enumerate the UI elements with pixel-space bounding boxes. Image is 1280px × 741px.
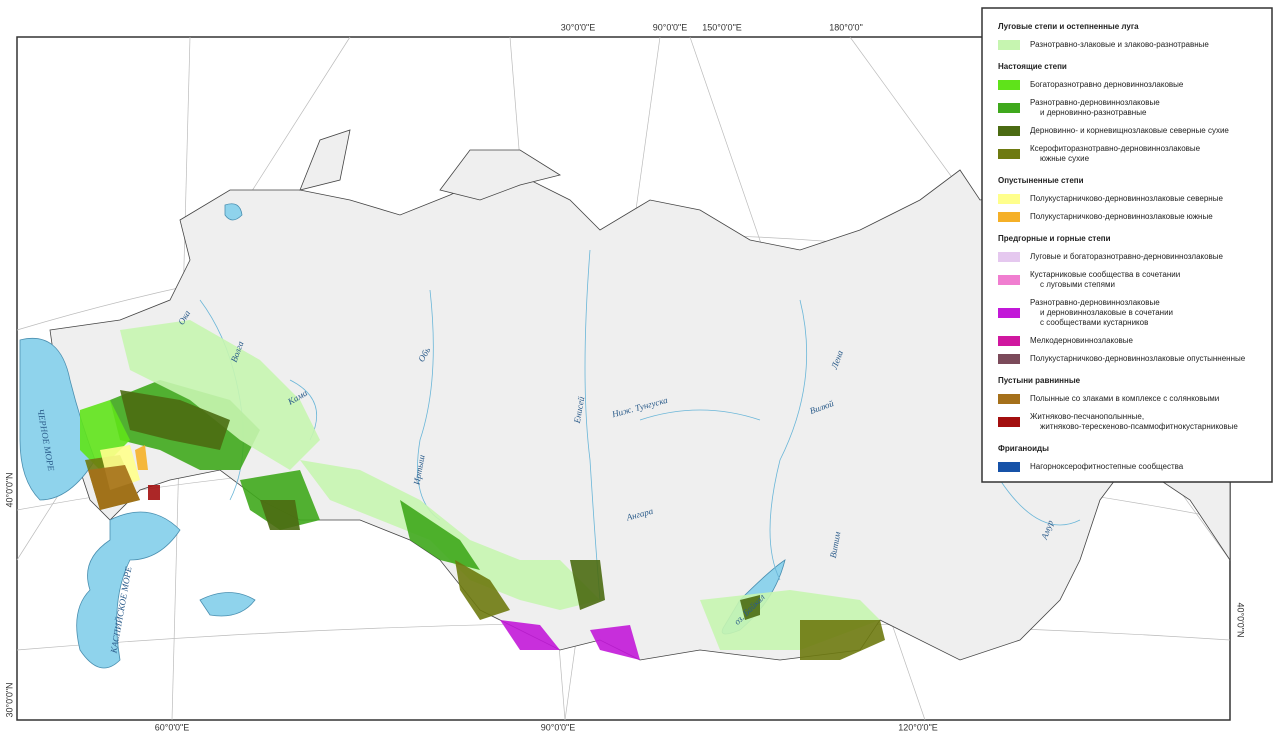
legend-swatch	[998, 194, 1020, 204]
legend-group-title: Опустыненные степи	[998, 176, 1084, 185]
legend-label: Полукустарничково-дерновиннозлаковые сев…	[1030, 194, 1223, 203]
steppe-area	[148, 485, 160, 500]
steppe-area	[120, 320, 320, 470]
legend-label: Разнотравно-дерновиннозлаковые	[1030, 298, 1160, 307]
legend-label: Луговые и богаторазнотравно-дерновиннозл…	[1030, 252, 1224, 261]
steppe-area	[400, 500, 480, 570]
legend-swatch	[998, 354, 1020, 364]
legend-label: Разнотравно-дерновиннозлаковые	[1030, 98, 1160, 107]
legend-group-title: Пустыни равнинные	[998, 376, 1081, 385]
graticule-label: 90°0'0"E	[653, 22, 688, 32]
land	[299, 129, 351, 191]
place-label: Енисей	[572, 395, 587, 425]
legend-swatch	[998, 336, 1020, 346]
legend-label: Житняково-песчанополынные,	[1030, 412, 1144, 421]
steppe-area	[740, 595, 760, 620]
legend-label: Полынные со злаками в комплексе с солянк…	[1030, 394, 1219, 403]
legend-label: Разнотравно-злаковые и злаково-разнотрав…	[1030, 40, 1209, 49]
legend-label: Мелкодерновиннозлаковые	[1030, 336, 1134, 345]
steppe-areas	[80, 320, 885, 660]
legend-label: южные сухие	[1040, 154, 1090, 163]
steppe-area	[260, 500, 300, 530]
legend-swatch	[998, 462, 1020, 472]
legend-label: Кустарниковые сообщества в сочетании	[1030, 270, 1180, 279]
legend-group-title: Настоящие степи	[998, 62, 1067, 71]
legend-swatch	[998, 126, 1020, 136]
legend-label: Полукустарничково-дерновиннозлаковые южн…	[1030, 212, 1213, 221]
graticule-label: 150°0'0"E	[702, 22, 742, 32]
legend-swatch	[998, 417, 1020, 427]
land	[439, 149, 562, 201]
legend-swatch	[998, 103, 1020, 113]
legend-swatch	[998, 212, 1020, 222]
legend-label: и дерновиннозлаковые в сочетании	[1040, 308, 1173, 317]
steppe-area	[135, 445, 148, 470]
steppe-area	[800, 620, 885, 660]
graticule-label: 40°0'0"N	[1236, 602, 1246, 637]
legend-label: Дерновинно- и корневищнозлаковые северны…	[1030, 126, 1229, 135]
legend-swatch	[998, 149, 1020, 159]
legend-box	[981, 7, 1273, 483]
legend-label: с луговыми степями	[1040, 280, 1115, 289]
legend-swatch	[998, 394, 1020, 404]
steppe-area	[120, 390, 230, 450]
steppe-area	[455, 560, 510, 620]
legend-label: и дерновинно-разнотравные	[1040, 108, 1147, 117]
place-label: Витим	[828, 531, 843, 559]
legend-swatch	[998, 80, 1020, 90]
legend-swatch	[998, 252, 1020, 262]
graticule-label: 30°0'0"E	[561, 22, 596, 32]
graticule-label: 90°0'0"E	[541, 722, 576, 732]
legend-swatch	[998, 308, 1020, 318]
steppe-area	[500, 620, 560, 650]
graticule-label: 30°0'0"N	[4, 682, 14, 717]
steppe-area	[88, 465, 140, 510]
legend: Луговые степи и остепненные луга Разнотра…	[981, 7, 1273, 483]
legend-swatch	[998, 40, 1020, 50]
legend-group-title: Предгорные и горные степи	[998, 234, 1111, 243]
graticule-label: 120°0'0"E	[898, 722, 938, 732]
steppe-area	[570, 560, 605, 610]
legend-group-title: Фриганоиды	[998, 444, 1049, 453]
graticule-label: 60°0'0"E	[155, 722, 190, 732]
legend-label: Полукустарничково-дерновиннозлаковые опу…	[1030, 354, 1246, 363]
legend-label: Ксерофиторазнотравно-дерновиннозлаковые	[1030, 144, 1201, 153]
graticule-label: 180°0'0"	[829, 22, 863, 32]
legend-label: Богаторазнотравно дерновиннозлаковые	[1030, 80, 1184, 89]
legend-swatch	[998, 275, 1020, 285]
legend-label: Нагорноксерофитностепные сообщества	[1030, 462, 1184, 471]
legend-label: с сообществами кустарников	[1040, 318, 1148, 327]
legend-group-title: Луговые степи и остепненные луга	[998, 22, 1139, 31]
steppe-area	[590, 625, 640, 660]
legend-label: житняково-терескеново-псаммофитнокустарн…	[1040, 422, 1238, 431]
graticule-label: 40°0'0"N	[4, 472, 14, 507]
